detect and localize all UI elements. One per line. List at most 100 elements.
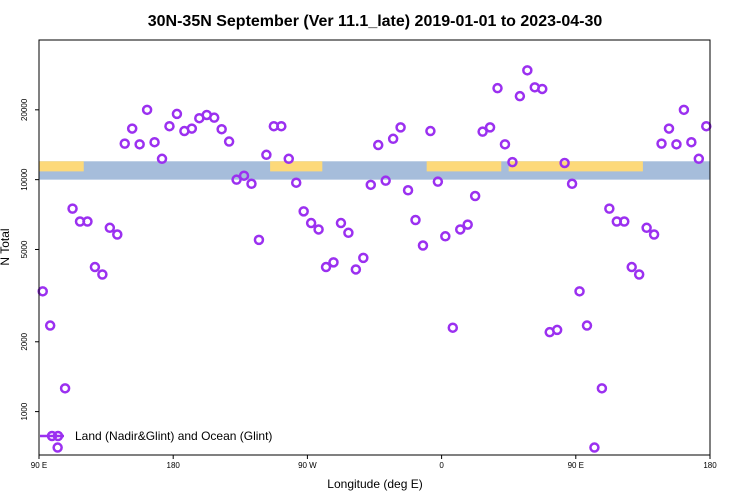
surface-band (39, 161, 710, 180)
data-point (425, 125, 436, 137)
chart-title: 30N-35N September (Ver 11.1_late) 2019-0… (148, 13, 603, 30)
y-axis: 1000 2000 5000 10000 20000 (20, 98, 39, 421)
data-point (492, 82, 503, 94)
data-points (37, 65, 712, 453)
data-point (112, 229, 123, 240)
data-point (44, 320, 56, 331)
data-point (97, 269, 108, 280)
data-point (551, 324, 563, 336)
x-tick-label: 180 (703, 461, 717, 470)
data-point (37, 286, 48, 297)
data-point (447, 322, 459, 333)
data-point (119, 138, 130, 149)
data-point (134, 139, 145, 150)
data-point (149, 136, 160, 148)
data-point (350, 264, 362, 275)
y-tick-label: 10000 (20, 168, 29, 191)
data-point (559, 157, 570, 169)
land-band-segment (270, 161, 323, 172)
data-point (238, 170, 250, 181)
data-point (156, 153, 168, 165)
data-point (648, 229, 660, 240)
data-point (589, 442, 600, 453)
data-point (537, 83, 548, 95)
data-point (82, 216, 93, 227)
data-point (305, 217, 317, 229)
data-point (432, 176, 444, 187)
data-point (208, 112, 220, 123)
y-tick-label: 20000 (20, 98, 29, 121)
data-point (126, 123, 138, 134)
data-point (216, 123, 227, 135)
data-point (454, 224, 466, 235)
data-point (484, 122, 496, 133)
data-point (417, 240, 429, 251)
data-point (290, 177, 302, 188)
x-tick-label: 90 W (298, 461, 317, 470)
data-point (358, 252, 369, 264)
data-point (619, 216, 630, 227)
data-point (380, 175, 391, 186)
data-point (387, 133, 399, 145)
data-point (656, 138, 667, 149)
data-point (253, 234, 265, 246)
data-point (328, 257, 339, 268)
data-point (641, 222, 652, 234)
y-tick-label: 1000 (20, 402, 29, 420)
data-point (410, 214, 421, 226)
y-axis-label: N Total (0, 228, 12, 265)
data-point (671, 139, 682, 150)
legend: Land (Nadir&Glint) and Ocean (Glint) (40, 429, 272, 443)
data-point (626, 261, 637, 273)
land-band-segment (426, 161, 502, 172)
x-tick-label: 0 (439, 461, 444, 470)
data-point (141, 104, 153, 116)
data-point (686, 136, 697, 148)
data-point (298, 206, 309, 217)
data-point (59, 383, 71, 394)
x-tick-label: 180 (167, 461, 181, 470)
data-point (223, 136, 235, 147)
data-point (365, 179, 377, 191)
data-point (693, 153, 705, 165)
y-tick-label: 5000 (20, 240, 29, 258)
data-point (701, 120, 712, 132)
data-point (67, 203, 78, 214)
data-point (581, 320, 593, 331)
data-point (522, 65, 533, 76)
legend-marker (52, 430, 64, 442)
data-point (462, 219, 473, 230)
data-point (89, 261, 101, 273)
data-point (335, 217, 347, 229)
data-point (186, 123, 198, 134)
y-tick-label: 2000 (20, 332, 29, 350)
data-point (574, 286, 585, 297)
x-tick-label: 90 E (31, 461, 47, 470)
data-point (276, 120, 287, 132)
data-point (678, 104, 690, 116)
data-point (395, 122, 406, 133)
data-point (604, 203, 615, 214)
data-point (171, 108, 183, 120)
data-point (633, 269, 645, 280)
data-point (507, 156, 518, 168)
data-point (514, 90, 526, 102)
x-axis-label: Longitude (deg E) (327, 477, 422, 491)
data-point (283, 153, 295, 165)
plot-frame (38, 39, 711, 456)
data-point (52, 442, 63, 453)
legend-label: Land (Nadir&Glint) and Ocean (Glint) (75, 429, 272, 443)
data-point (372, 139, 384, 151)
legend-marker (46, 430, 58, 442)
land-band-segment (39, 161, 84, 172)
land-band-segment (508, 161, 643, 172)
data-point (104, 222, 116, 234)
data-point (402, 185, 414, 196)
data-point (246, 178, 257, 190)
data-point (313, 224, 324, 235)
data-point (440, 231, 451, 242)
data-point (477, 126, 488, 137)
x-tick-label: 90 E (568, 461, 584, 470)
data-point (164, 120, 175, 132)
